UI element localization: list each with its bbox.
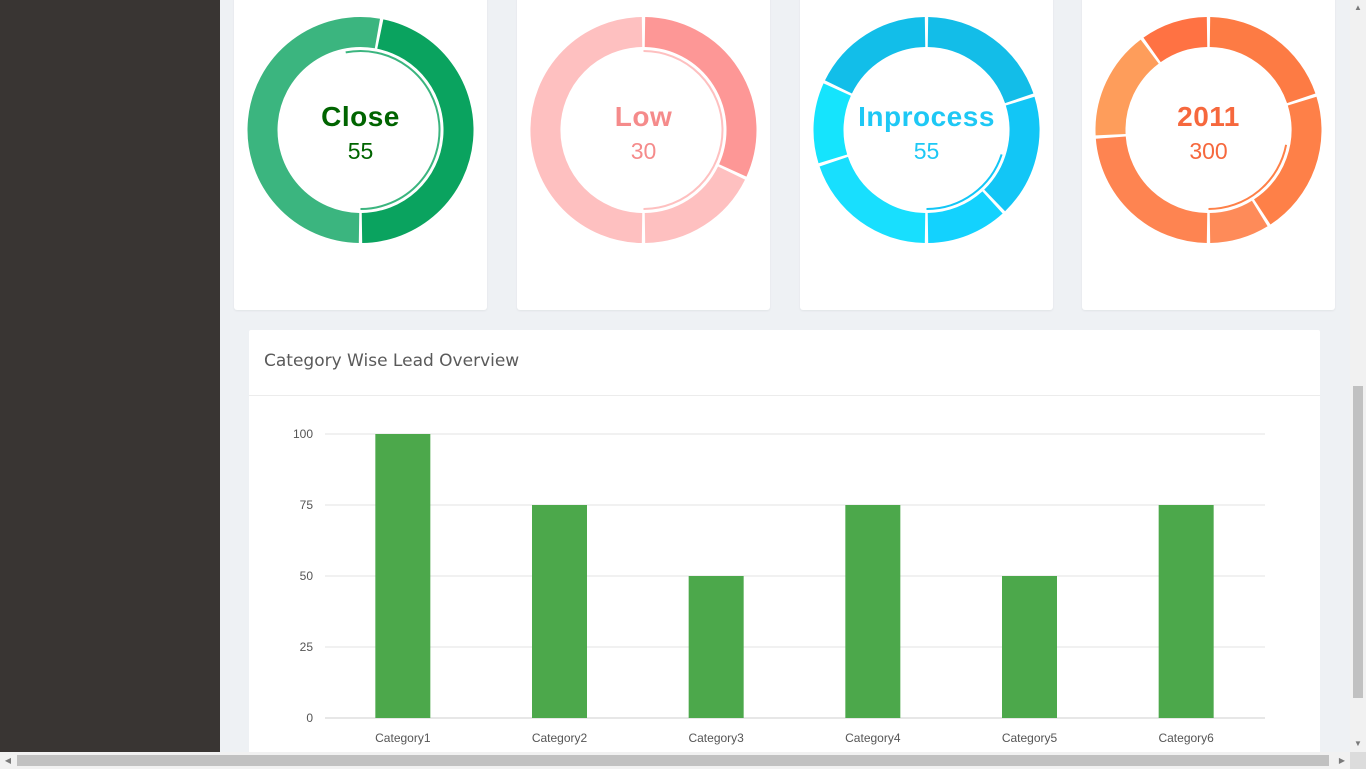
donut-segment [530, 17, 643, 243]
donut-segment [813, 83, 852, 164]
bar-category2[interactable] [532, 505, 587, 718]
donut-segment [1143, 17, 1208, 63]
donut-segment [247, 17, 380, 243]
donut-card-inprocess: Inprocess 55 [800, 0, 1053, 310]
main-content: Close 55 Low 30 Inprocess 55 2011 300 Ca… [220, 0, 1350, 752]
donut-inner-arc [1208, 144, 1288, 210]
donut-value-close: 55 [347, 138, 374, 164]
donut-chart-low [530, 17, 757, 243]
y-tick-label: 50 [300, 569, 314, 583]
scroll-right-arrow-icon[interactable]: ▶ [1338, 756, 1346, 765]
donut-card-close: Close 55 [234, 0, 487, 310]
x-tick-label: Category6 [1158, 731, 1214, 745]
donut-segment [1095, 39, 1160, 136]
donut-chart-inprocess [813, 17, 1040, 243]
category-chart-card: Category Wise Lead Overview 0 25 50 75 100 Ca… [249, 330, 1320, 752]
x-tick-label: Category1 [375, 731, 431, 745]
donut-segment [644, 17, 757, 177]
horizontal-scrollbar[interactable]: ◀ ▶ [0, 752, 1350, 769]
bar-category5[interactable] [1002, 576, 1057, 718]
donut-segment [644, 166, 746, 243]
donut-segment [1095, 135, 1208, 243]
vertical-scroll-thumb[interactable] [1353, 386, 1363, 698]
donut-segment [1209, 200, 1268, 243]
x-tick-label: Category3 [688, 731, 744, 745]
bar-category6[interactable] [1158, 505, 1214, 718]
donut-segment [1209, 17, 1316, 104]
sidebar [0, 0, 220, 752]
donut-inner-arc [345, 50, 441, 210]
x-tick-label: Category4 [845, 731, 901, 745]
y-tick-label: 100 [293, 427, 313, 441]
donut-inner-arc [643, 50, 724, 210]
donut-segment [1253, 96, 1322, 225]
donut-card-2011: 2011 300 [1082, 0, 1335, 310]
y-tick-label: 75 [300, 498, 314, 512]
vertical-scrollbar[interactable]: ▲ ▼ [1350, 0, 1366, 752]
donut-chart-close [247, 17, 474, 243]
donut-title-low: Low [614, 101, 673, 132]
donut-segment [927, 190, 1003, 243]
bar-category1[interactable] [375, 434, 431, 718]
donut-segment [927, 17, 1034, 104]
scroll-up-arrow-icon[interactable]: ▲ [1354, 3, 1362, 12]
donut-title-2011: 2011 [1177, 101, 1240, 132]
x-tick-label: Category2 [532, 731, 588, 745]
donut-chart-2011 [1095, 17, 1322, 243]
donut-value-inprocess: 55 [913, 138, 940, 164]
bar-category4[interactable] [845, 505, 901, 718]
scroll-left-arrow-icon[interactable]: ◀ [4, 756, 12, 765]
scroll-down-arrow-icon[interactable]: ▼ [1354, 739, 1362, 748]
donut-segment [819, 156, 926, 243]
donut-segment [361, 19, 474, 243]
donut-segment [983, 96, 1040, 212]
x-tick-label: Category5 [1002, 731, 1058, 745]
donut-card-low: Low 30 [517, 0, 770, 310]
donut-inner-arc [926, 154, 1003, 210]
y-tick-label: 25 [300, 640, 314, 654]
donut-title-close: Close [321, 101, 400, 132]
chart-title: Category Wise Lead Overview [264, 351, 520, 371]
donut-title-inprocess: Inprocess [858, 101, 995, 132]
bar-category3[interactable] [688, 576, 744, 718]
donut-value-low: 30 [630, 138, 657, 164]
bar-chart: 0 25 50 75 100 Category1 Category2 Category3 Cat… [293, 427, 1265, 745]
chart-header: Category Wise Lead Overview [249, 330, 1320, 396]
donut-value-2011: 300 [1189, 138, 1228, 164]
horizontal-scroll-thumb[interactable] [17, 755, 1329, 766]
donut-segment [824, 17, 926, 94]
scrollbar-corner [1350, 752, 1366, 769]
y-tick-label: 0 [306, 711, 313, 725]
